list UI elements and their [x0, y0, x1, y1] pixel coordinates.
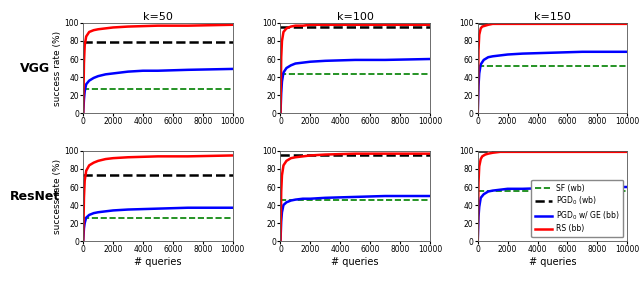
Title: k=100: k=100 [337, 12, 374, 22]
Y-axis label: success rate (%): success rate (%) [52, 158, 61, 234]
X-axis label: # queries: # queries [134, 257, 182, 267]
X-axis label: # queries: # queries [529, 257, 576, 267]
Text: ResNet: ResNet [10, 189, 60, 203]
Title: k=50: k=50 [143, 12, 173, 22]
Text: VGG: VGG [20, 61, 51, 75]
X-axis label: # queries: # queries [332, 257, 379, 267]
Y-axis label: success rate (%): success rate (%) [52, 30, 61, 106]
Legend: SF (wb), PGD$_0$ (wb), PGD$_0$ w/ GE (bb), RS (bb): SF (wb), PGD$_0$ (wb), PGD$_0$ w/ GE (bb… [531, 180, 623, 237]
Title: k=150: k=150 [534, 12, 571, 22]
